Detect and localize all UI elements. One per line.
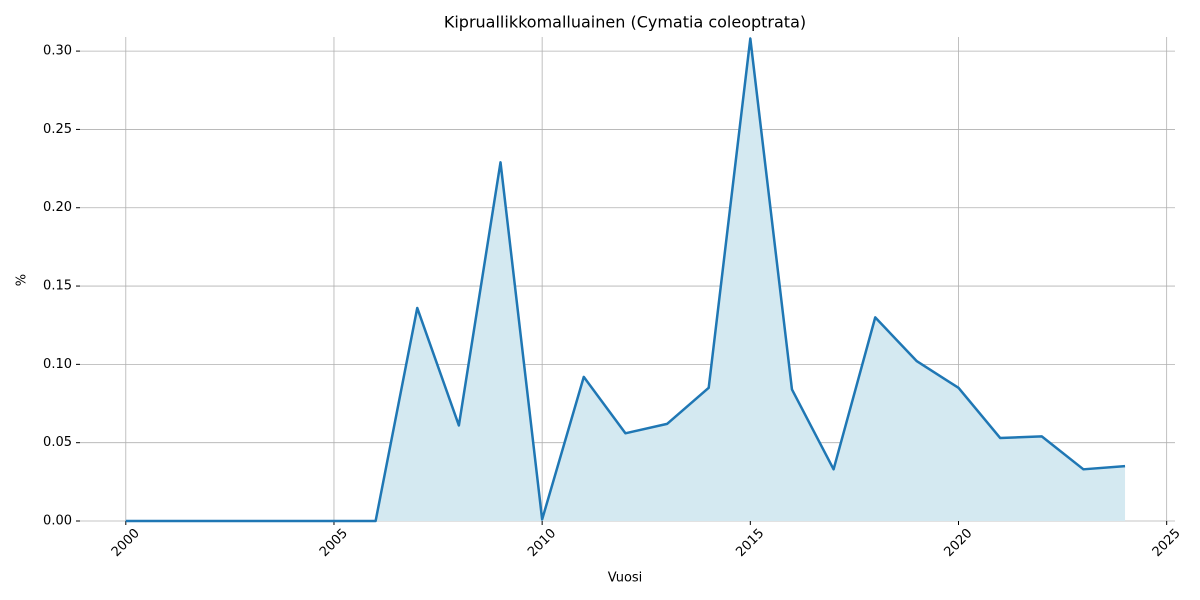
x-tick-label: 2020 <box>941 526 975 560</box>
y-tick-label: 0.25 <box>43 122 72 137</box>
y-tick-label: 0.10 <box>43 357 72 372</box>
y-tick-label: 0.20 <box>43 200 72 215</box>
x-tick-label: 2000 <box>109 526 143 560</box>
x-axis-label: Vuosi <box>608 571 643 586</box>
line <box>125 37 1126 523</box>
y-tick-label: 0.00 <box>43 514 72 529</box>
x-tick-label: 2010 <box>525 526 559 560</box>
x-tick-label: 2025 <box>1150 526 1184 560</box>
y-tick-label: 0.15 <box>43 279 72 294</box>
chart-title: Kipruallikkomalluainen (Cymatia coleoptr… <box>444 13 806 32</box>
y-axis-label: % <box>15 274 30 286</box>
area-fill <box>125 38 1126 521</box>
y-tick-label: 0.30 <box>43 44 72 59</box>
y-tick-label: 0.05 <box>43 435 72 450</box>
x-tick-label: 2015 <box>733 526 767 560</box>
x-tick-label: 2005 <box>317 526 351 560</box>
